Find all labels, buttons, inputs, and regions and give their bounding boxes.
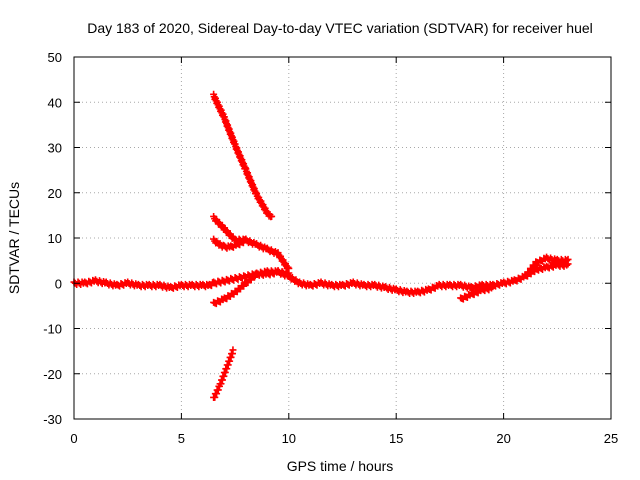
x-tick-label: 0 [70,431,77,446]
series-markers [521,253,572,279]
x-tick-label: 25 [604,431,618,446]
x-tick-label: 10 [282,431,296,446]
y-tick-label: 40 [48,95,62,110]
axis-ticks: 0 5 10 15 20 25 -30 -20 -10 0 10 20 30 40 50 [43,50,618,446]
series-upper-line [210,90,276,221]
series-markers [457,283,497,303]
y-axis-label: SDTVAR / TECUs [6,182,22,294]
chart-title: Day 183 of 2020, Sidereal Day-to-day VTE… [87,20,593,36]
series-markers [210,267,293,308]
x-tick-label: 15 [389,431,403,446]
y-tick-label: 50 [48,50,62,65]
y-tick-label: 20 [48,186,62,201]
y-tick-label: -30 [43,412,62,427]
y-tick-label: -10 [43,322,62,337]
x-tick-label: 20 [496,431,510,446]
series-markers [210,235,250,252]
series-flat-segment [210,235,250,252]
y-tick-label: -20 [43,367,62,382]
series-markers [210,90,276,221]
y-tick-label: 0 [55,276,62,291]
y-tick-label: 10 [48,231,62,246]
y-tick-label: 30 [48,141,62,156]
series-markers [210,346,237,401]
series-upper-band-end [521,253,572,279]
x-axis-label: GPS time / hours [287,458,394,474]
x-tick-label: 5 [178,431,185,446]
series-lower-line [210,346,237,401]
series-dip-segment [457,283,497,303]
series-rising-curve [210,267,293,308]
